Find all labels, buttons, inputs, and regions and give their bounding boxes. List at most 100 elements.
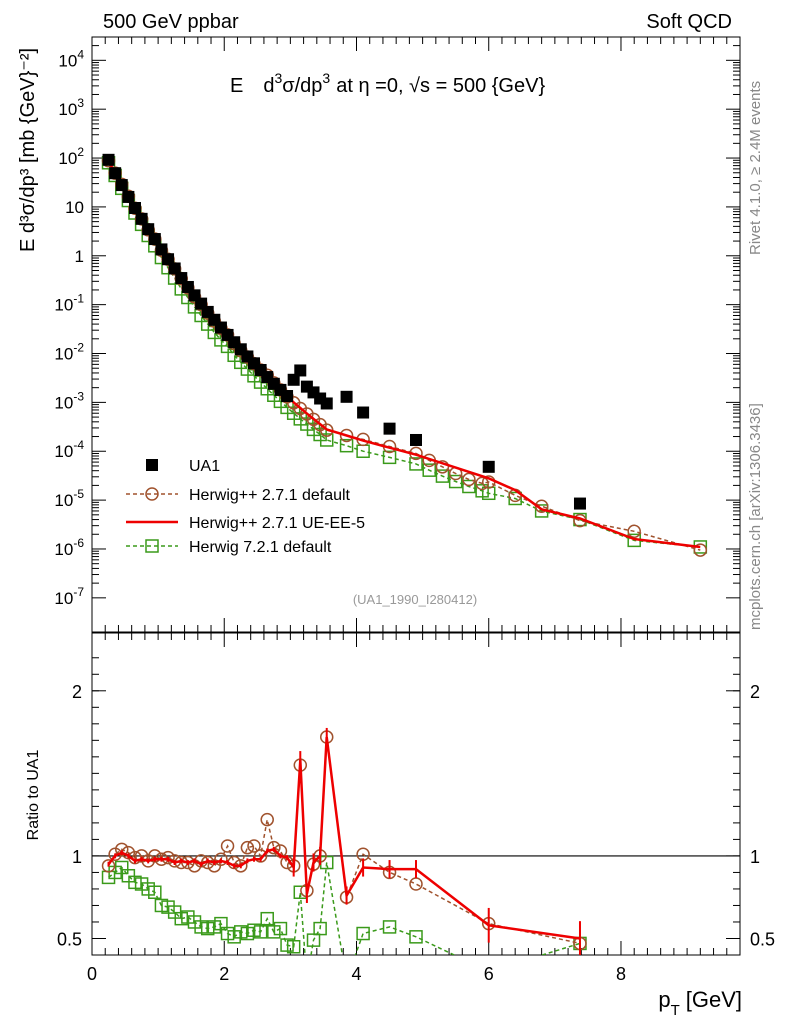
ratio-axes: 0.5 0.5 1 1 2 2 0 2 4 6 8 xyxy=(57,633,775,984)
point-h7 xyxy=(422,463,436,477)
point-ua1 xyxy=(410,433,422,446)
point-h7 xyxy=(448,474,463,489)
point-hpp-default xyxy=(693,543,708,557)
ratio-point-hpp-default xyxy=(253,849,268,863)
point-hpp-default xyxy=(627,524,641,539)
main-ytick-label: 104 xyxy=(58,47,84,70)
point-h7 xyxy=(409,457,423,471)
ratio-point-h7 xyxy=(253,925,268,939)
ratio-xtick-label: 8 xyxy=(616,964,626,984)
point-hpp-default xyxy=(462,472,476,487)
ratio-point-h7 xyxy=(356,926,370,941)
main-ytick-label: 10-5 xyxy=(54,487,84,510)
ratio-point-hpp-default xyxy=(220,839,235,853)
point-h7 xyxy=(319,433,334,447)
point-ua1 xyxy=(102,153,115,166)
main-ytick-label: 102 xyxy=(58,145,84,168)
point-ua1 xyxy=(168,262,181,275)
main-ytick-label: 1 xyxy=(75,247,84,266)
legend-label-h7: Herwig 7.2.1 default xyxy=(189,539,332,556)
ratio-ytick-label-right: 2 xyxy=(750,682,760,702)
legend-label-hpp-default: Herwig++ 2.7.1 default xyxy=(189,487,351,504)
xlabel-unit: [GeV] xyxy=(686,987,742,1012)
point-ua1 xyxy=(357,406,370,419)
ratio-xtick-label: 2 xyxy=(219,964,229,984)
point-ua1 xyxy=(573,497,586,510)
main-ytick-label: 10-4 xyxy=(54,438,84,461)
legend-label-hpp-ueee5: Herwig++ 2.7.1 UE-EE-5 xyxy=(189,515,365,532)
ratio-point-h7 xyxy=(286,939,301,954)
series-line-h7 xyxy=(107,162,701,548)
point-ua1 xyxy=(482,460,495,473)
ratio-point-hpp-default xyxy=(260,812,274,827)
ratio-point-hpp-default xyxy=(115,842,129,857)
xlabel-p: p xyxy=(658,987,670,1012)
point-ua1 xyxy=(122,190,135,203)
ratio-ytick-label: 1 xyxy=(72,847,82,867)
main-plot-frame xyxy=(91,36,741,633)
point-h7 xyxy=(508,491,522,506)
ratio-ytick-label-right: 0.5 xyxy=(750,929,775,949)
ratio-point-h7 xyxy=(260,911,274,926)
analysis-watermark: (UA1_1990_I280412) xyxy=(353,592,477,607)
ratio-point-hpp-default xyxy=(409,877,423,891)
main-ytick-label: 10-2 xyxy=(54,341,84,364)
ratio-point-hpp-default xyxy=(148,849,162,863)
ratio-xlabel: pT [GeV] xyxy=(658,987,742,1019)
title-d: d xyxy=(263,75,274,97)
main-ytick-label: 10-1 xyxy=(54,292,84,315)
ratio-point-h7 xyxy=(301,974,313,986)
point-ua1 xyxy=(148,233,161,246)
point-ua1 xyxy=(115,179,128,192)
main-ytick-label: 10 xyxy=(65,198,84,217)
ratio-point-h7 xyxy=(409,930,423,944)
point-hpp-default xyxy=(339,428,354,443)
legend-marker-hpp-default xyxy=(145,487,159,501)
xlabel-sub: T xyxy=(671,1002,680,1019)
point-h7 xyxy=(339,438,354,453)
point-ua1 xyxy=(155,243,168,256)
point-ua1 xyxy=(135,212,148,225)
main-ytick-label: 103 xyxy=(58,96,84,119)
side-label-mcplots: mcplots.cern.ch [arXiv:1306.3436] xyxy=(747,403,764,630)
main-ytick-label: 10-3 xyxy=(54,389,84,412)
ratio-xtick-label: 0 xyxy=(87,964,97,984)
ratio-ytick-label-right: 1 xyxy=(750,847,760,867)
title-sup1: 3 xyxy=(274,70,282,86)
ratio-point-hpp-default xyxy=(247,839,261,853)
point-ua1 xyxy=(281,390,294,403)
point-ua1 xyxy=(128,202,141,215)
point-ua1 xyxy=(287,373,300,386)
legend: UA1 Herwig++ 2.7.1 default Herwig++ 2.7.… xyxy=(126,458,365,556)
ratio-ylabel: Ratio to UA1 xyxy=(25,750,42,841)
ratio-point-hpp-default xyxy=(267,840,281,855)
ratio-xtick-label: 4 xyxy=(351,964,361,984)
ratio-point-h7 xyxy=(273,921,288,936)
point-ua1 xyxy=(109,167,122,180)
point-ua1 xyxy=(340,390,353,403)
ratio-line-hpp-ueee5 xyxy=(107,736,581,940)
ratio-plot-frame xyxy=(91,632,741,956)
legend-label-ua1: UA1 xyxy=(189,458,220,475)
point-h7 xyxy=(435,469,450,483)
point-ua1 xyxy=(383,422,396,435)
ratio-ytick-label: 2 xyxy=(72,682,82,702)
ratio-series-group xyxy=(101,727,587,986)
side-label-rivet: Rivet 4.1.0, ≥ 2.4M events xyxy=(747,81,764,255)
legend-marker-h7 xyxy=(145,539,159,553)
ratio-point-h7 xyxy=(313,921,327,936)
point-h7 xyxy=(382,450,397,465)
ratio-xtick-label: 6 xyxy=(484,964,494,984)
ratio-point-hpp-default xyxy=(214,852,228,866)
point-ua1 xyxy=(142,223,155,236)
main-ylabel: E d³σ/dp³ [mb {GeV}⁻²] xyxy=(17,48,39,252)
ratio-point-h7 xyxy=(148,885,162,900)
main-series-group xyxy=(101,153,708,557)
main-ytick-label: 10-6 xyxy=(54,536,84,559)
legend-marker-ua1 xyxy=(146,459,158,471)
ratio-point-hpp-default xyxy=(101,859,116,873)
point-ua1 xyxy=(320,397,333,410)
